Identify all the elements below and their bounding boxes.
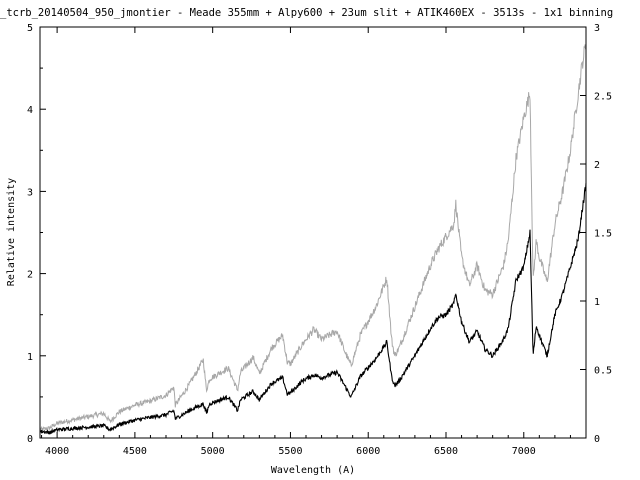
y2-tick-label: 2.5	[594, 92, 612, 103]
y2-tick-label: 1	[594, 297, 600, 308]
y2-tick-label: 3	[594, 23, 600, 34]
x-tick-label: 6500	[434, 446, 458, 457]
y-tick-label: 4	[27, 105, 33, 116]
y-tick-label: 5	[27, 23, 33, 34]
series-layer	[39, 44, 587, 435]
y2-tick-label: 2	[594, 160, 600, 171]
y2-tick-label: 0	[594, 434, 600, 445]
x-tick-label: 7000	[512, 446, 536, 457]
x-tick-label: 6000	[356, 446, 380, 457]
x-ticks: 4000 4500 5000 5500 6000 6500 7000	[41, 27, 587, 457]
y-tick-label: 0	[27, 434, 33, 445]
y2-tick-label: 0.5	[594, 366, 612, 377]
y2-tick-label: 1.5	[594, 229, 612, 240]
y-tick-label: 2	[27, 270, 33, 281]
x-axis-label: Wavelength (A)	[271, 465, 355, 476]
x-tick-label: 5500	[278, 446, 302, 457]
x-tick-label: 5000	[201, 446, 225, 457]
y-axis-label: Relative intensity	[6, 178, 17, 286]
chart-title: _tcrb_20140504_950_jmontier - Meade 355m…	[0, 7, 614, 19]
y-ticks: 0 1 2 3 4 5	[27, 23, 46, 445]
x-tick-label: 4000	[45, 446, 69, 457]
y2-ticks: 0 0.5 1 1.5 2 2.5 3	[580, 23, 612, 445]
y-tick-label: 3	[27, 187, 33, 198]
y-tick-label: 1	[27, 352, 33, 363]
series-line-black	[39, 182, 587, 435]
series-line-grey	[39, 44, 587, 433]
x-tick-label: 4500	[123, 446, 147, 457]
